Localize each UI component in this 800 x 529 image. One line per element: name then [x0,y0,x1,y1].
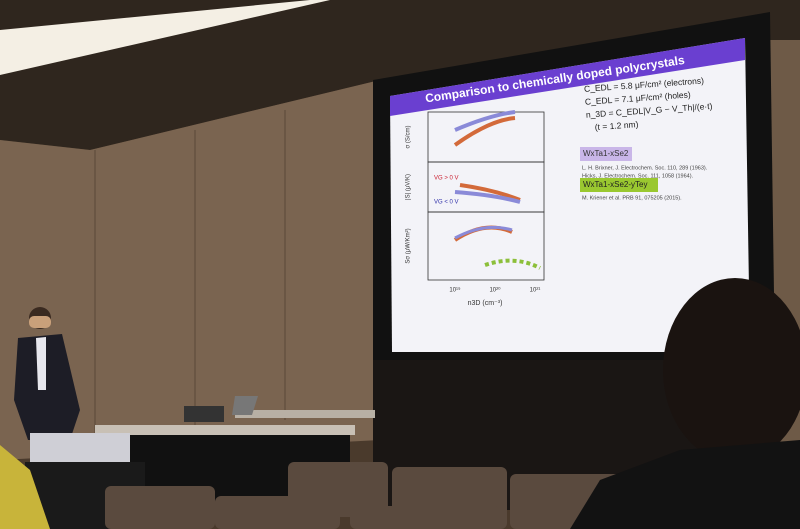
legend-swatch [580,178,658,192]
data-trace [454,190,521,204]
data-trace [454,110,516,132]
ceiling [0,0,800,150]
attendee-shoulders [570,440,800,529]
y-axis-label: |S| (μV/K) [406,174,412,200]
chair [288,462,388,517]
table-top [95,425,355,435]
legend-swatch [580,147,632,161]
y-axis-label: Sσ (μW/Km²) [406,228,412,263]
reference: L. H. Brixner, J. Electrochem. Soc. 110,… [582,165,708,171]
data-trace [453,116,516,147]
annotation: VG < 0 V [434,200,459,206]
data-trace [454,225,513,240]
projector [30,433,130,465]
presenter-face [29,316,51,328]
x-tick-label: 10¹⁹ [449,287,461,294]
reference: Hicks, J. Electrochem. Soc. 111, 1058 (1… [582,173,694,179]
slide-title-bar [390,38,745,116]
legend-label: WxTa1-xSe2 [583,149,629,158]
x-tick-label: 10²⁰ [489,287,501,294]
x-tick-label: 10²¹ [530,288,541,294]
ceiling-light [0,0,330,75]
laptop [232,396,258,415]
attendee-left [0,445,50,529]
reference: M. Kriener et al. PRB 91, 075205 (2015). [582,195,682,201]
presenter-shirt [36,337,46,390]
presenter-body [14,334,80,440]
x-axis-label: n3D (cm⁻³) [468,300,503,307]
slide [390,38,750,352]
plot-panel [427,211,545,281]
table-top [235,410,375,418]
bullet: (t = 1.2 nm) [594,119,638,132]
data-trace [484,258,541,270]
legend-label: WxTa1-xSe2-yTey [583,180,647,189]
chair [105,486,215,529]
monitor [184,406,224,422]
annotation: VG > 0 V [434,176,459,182]
attendee-head [663,278,800,462]
chair [350,506,500,529]
y-axis-label: σ (S/cm) [406,125,412,148]
data-trace [459,183,521,202]
